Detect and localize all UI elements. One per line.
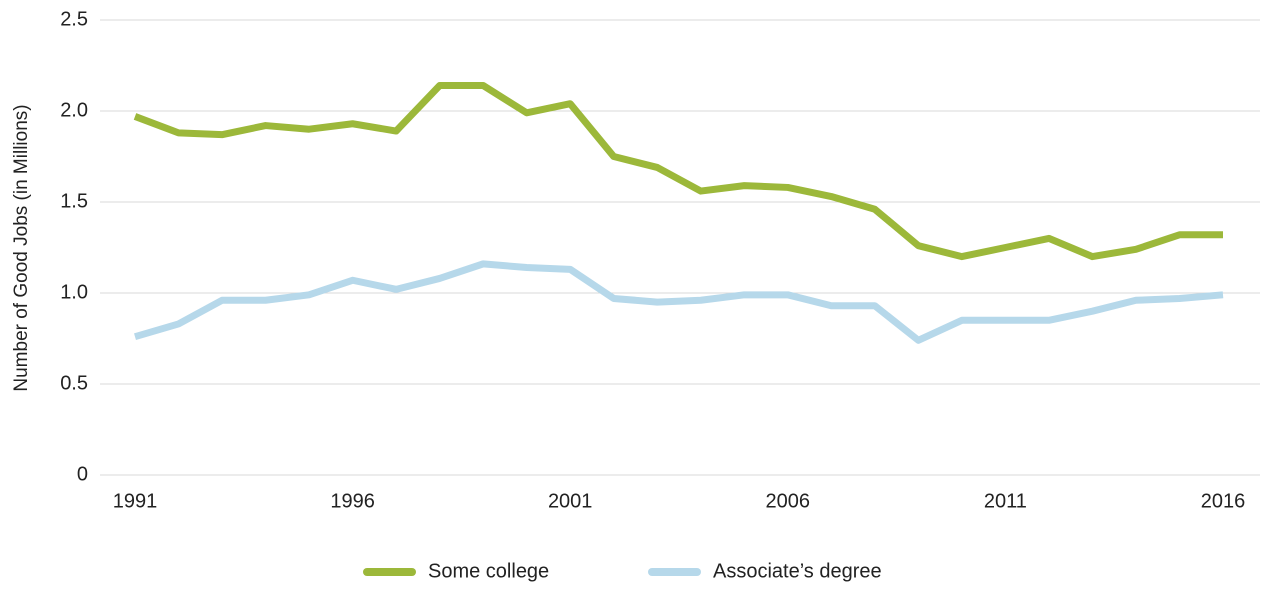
- y-tick-label: 1.5: [60, 190, 88, 212]
- y-tick-label: 2.0: [60, 99, 88, 121]
- y-tick-label: 0: [77, 463, 88, 485]
- line-series: [134, 260, 1224, 344]
- x-tick-label: 2011: [984, 490, 1027, 512]
- y-tick-label: 1.0: [60, 281, 88, 303]
- x-tick-label: 1996: [330, 490, 375, 512]
- line-series: [133, 82, 1223, 261]
- y-tick-label: 0.5: [60, 372, 88, 394]
- x-tick-label: 2016: [1201, 490, 1246, 512]
- legend-label: Associate’s degree: [713, 560, 882, 582]
- y-tick-label: 2.5: [60, 8, 88, 30]
- y-axis-label: Number of Good Jobs (in Millions): [11, 104, 32, 391]
- legend-label: Some college: [428, 560, 549, 582]
- x-tick-label: 2001: [548, 490, 593, 512]
- x-tick-label: 2006: [766, 490, 811, 512]
- x-tick-label: 1991: [113, 490, 158, 512]
